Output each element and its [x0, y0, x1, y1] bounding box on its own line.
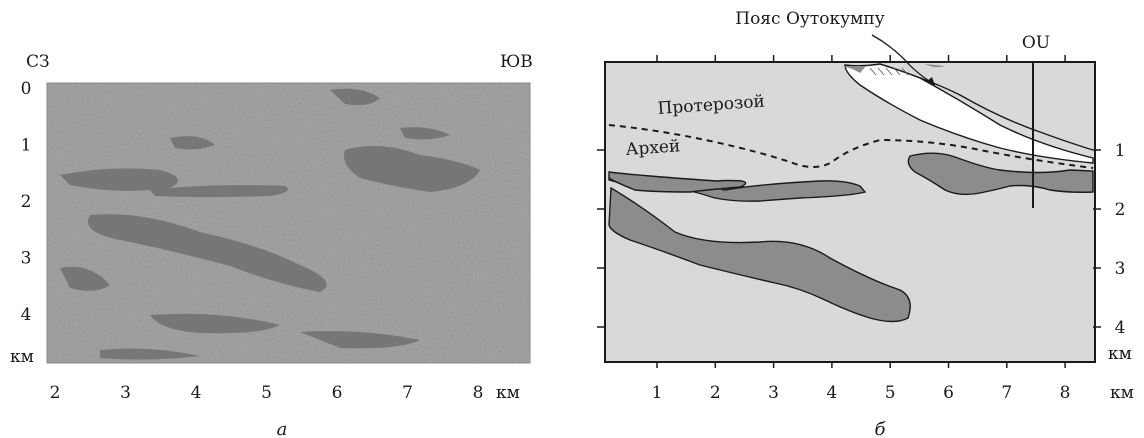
panel-b-x-tick-label: 8	[1060, 383, 1071, 403]
panel-a-y-axis: 0 1 2 3 4	[21, 79, 32, 325]
borehole-label: OU	[1022, 33, 1050, 53]
panel-a-y-tick-label: 3	[21, 249, 32, 269]
panel-b-y-axis: 1 2 3 4	[597, 141, 1125, 338]
belt-leader-line	[871, 34, 936, 86]
panel-a-x-tick-label: 4	[191, 383, 202, 403]
seismic-reflectors	[60, 88, 480, 360]
panel-b-x-tick-label: 3	[768, 383, 779, 403]
panel-b-x-tick-label: 6	[943, 383, 954, 403]
corner-label-nw: СЗ	[26, 52, 50, 72]
panel-a-x-tick-label: 2	[50, 383, 61, 403]
panel-a-x-tick-label: 3	[120, 383, 131, 403]
panel-b-x-unit: км	[1110, 383, 1134, 403]
panel-a-x-unit: км	[496, 383, 520, 403]
panel-a-frame	[46, 82, 531, 364]
panel-a-x-tick-label: 7	[402, 383, 413, 403]
archean-body-upper-left-2	[608, 171, 747, 193]
panel-b-y-tick-label: 3	[1115, 259, 1126, 279]
panel-b-top-ticks	[656, 55, 1066, 62]
belt-label: Пояс Оутокумпу	[735, 9, 884, 29]
proterozoic-archean-boundary	[608, 124, 1094, 169]
section-background	[604, 61, 1096, 363]
panel-a-x-tick-label: 6	[332, 383, 343, 403]
archean-body-right	[907, 152, 1094, 196]
panel-a-seismic-section: СЗ ЮВ 0 1 2 3 4 км 2 3 4 5 6 7 8 км а	[10, 52, 533, 438]
panel-a-y-tick-label: 4	[21, 305, 32, 325]
panel-b-x-tick-label: 2	[710, 383, 721, 403]
panel-b-x-axis: 1 2 3 4 5 6 7 8	[652, 362, 1071, 403]
archean-label: Архей	[625, 136, 681, 160]
belt-surface-patch-right	[925, 64, 945, 68]
panel-a-y-tick-label: 1	[21, 136, 32, 156]
panel-b-x-tick-label: 7	[1001, 383, 1012, 403]
panel-a-y-tick-label: 0	[21, 79, 32, 99]
belt-surface-patch-left	[842, 66, 866, 73]
panel-b-x-tick-label: 5	[885, 383, 896, 403]
panel-a-y-unit: км	[10, 347, 34, 367]
panel-a-x-tick-label: 8	[473, 383, 484, 403]
panel-b-y-tick-label: 1	[1115, 141, 1126, 161]
belt-leader-arrow-icon	[926, 77, 935, 85]
panel-a-y-tick-label: 2	[21, 192, 32, 212]
panel-b-x-tick-label: 4	[826, 383, 837, 403]
belt-hatch	[869, 67, 909, 76]
panel-a-caption: а	[277, 419, 288, 438]
belt-upper-contact	[879, 63, 1094, 151]
panel-b-y-unit: км	[1108, 344, 1132, 364]
panel-b-y-tick-label: 4	[1115, 318, 1126, 338]
panel-b-y-tick-label: 2	[1115, 200, 1126, 220]
corner-label-se: ЮВ	[500, 52, 533, 72]
panel-b-x-tick-label: 1	[652, 383, 663, 403]
archean-body-deep	[608, 186, 911, 323]
panel-b-caption: б	[875, 419, 887, 438]
panel-a-x-tick-label: 5	[261, 383, 272, 403]
panel-a-x-axis: 2 3 4 5 6 7 8	[50, 383, 484, 403]
